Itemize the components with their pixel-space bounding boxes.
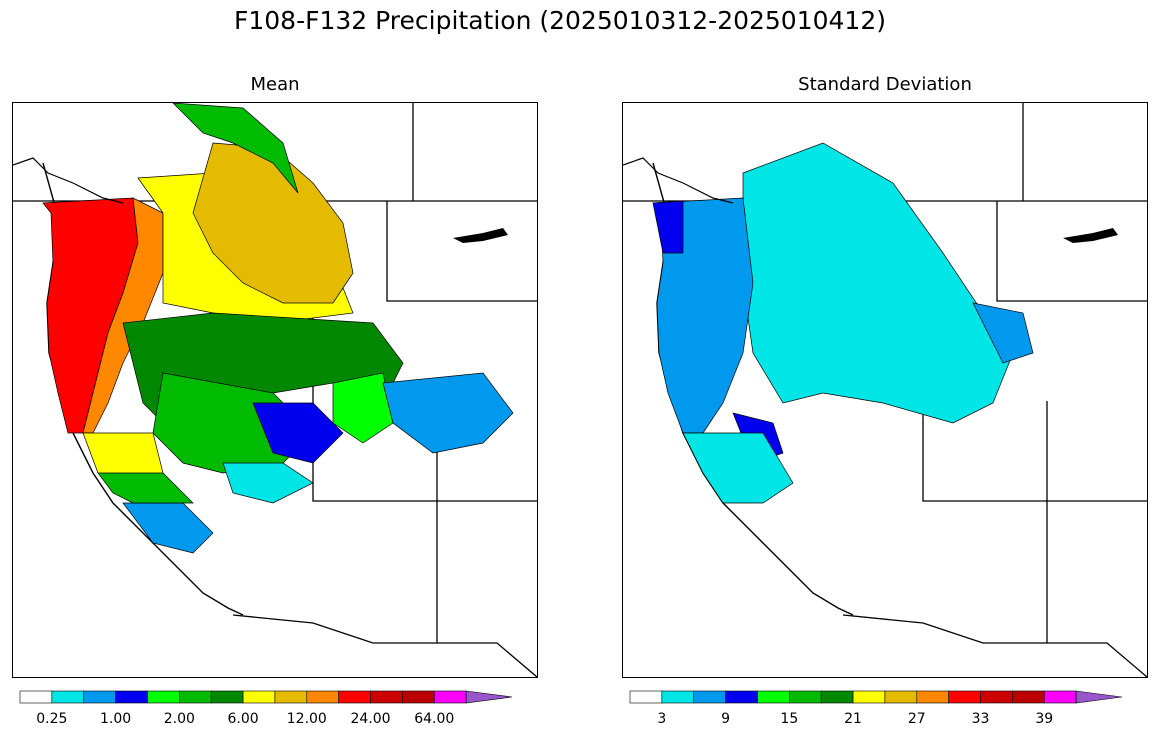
colorbar-tick-label: 12.00 xyxy=(286,711,327,727)
colorbar-swatch xyxy=(725,690,758,704)
mean-map-svg xyxy=(13,103,537,677)
region-blue xyxy=(252,402,344,464)
state-border xyxy=(386,201,537,302)
colorbar-swatch xyxy=(19,690,53,704)
colorbar-swatch xyxy=(242,690,276,704)
colorbar-swatch xyxy=(147,690,180,704)
state-border xyxy=(436,401,537,677)
state-border xyxy=(1046,401,1147,677)
region-lime xyxy=(332,372,394,444)
colorbar-swatch xyxy=(51,690,85,704)
colorbar-tick-label: 0.25 xyxy=(36,711,68,727)
region-cyan xyxy=(742,142,1014,424)
std-colorbar-svg xyxy=(629,690,1123,704)
colorbar-tick-label: 2.00 xyxy=(163,711,195,727)
mean-colorbar-svg xyxy=(19,690,513,704)
colorbar-swatch xyxy=(661,690,695,704)
colorbar-swatch xyxy=(179,690,212,704)
colorbar-swatch xyxy=(274,690,308,704)
great-salt-lake xyxy=(453,228,508,243)
colorbar-swatch xyxy=(338,690,371,704)
colorbar-swatch xyxy=(306,690,339,704)
region-ca-green xyxy=(97,472,194,504)
colorbar-swatch xyxy=(210,690,244,704)
region-cyan xyxy=(222,462,314,504)
mean-colorbar xyxy=(19,690,530,704)
colorbar-tick-label: 39 xyxy=(1035,711,1054,727)
colorbar-swatch xyxy=(83,690,116,704)
colorbar-swatch xyxy=(1012,690,1045,704)
region-cyan-south xyxy=(682,432,794,504)
mexico-border xyxy=(842,614,1047,644)
region-ca-blue xyxy=(122,502,214,554)
std-map-svg xyxy=(623,103,1147,677)
std-map xyxy=(622,102,1148,678)
colorbar-swatch xyxy=(433,690,467,704)
colorbar-extend-arrow xyxy=(465,690,513,704)
colorbar-tick-label: 9 xyxy=(721,711,731,727)
colorbar-tick-label: 27 xyxy=(907,711,926,727)
colorbar-swatch xyxy=(852,690,886,704)
colorbar-swatch xyxy=(402,690,435,704)
region-gold xyxy=(192,142,354,304)
colorbar-tick-label: 6.00 xyxy=(227,711,259,727)
region-lightblue xyxy=(382,372,514,454)
colorbar-swatch xyxy=(916,690,949,704)
colorbar-swatch xyxy=(789,690,822,704)
colorbar-tick-label: 3 xyxy=(657,711,667,727)
colorbar-extend-arrow xyxy=(1075,690,1123,704)
colorbar-swatch xyxy=(820,690,854,704)
colorbar-tick-label: 21 xyxy=(844,711,862,727)
colorbar-swatch xyxy=(948,690,981,704)
colorbar-swatch xyxy=(757,690,790,704)
great-salt-lake xyxy=(1063,228,1118,243)
figure-title: F108-F132 Precipitation (2025010312-2025… xyxy=(233,6,886,35)
region-blue-coast xyxy=(652,200,684,254)
colorbar-tick-label: 64.00 xyxy=(414,711,455,727)
std-panel-title: Standard Deviation xyxy=(798,74,972,95)
colorbar-swatch xyxy=(629,690,663,704)
canada-coast xyxy=(623,157,734,204)
colorbar-swatch xyxy=(884,690,918,704)
colorbar-tick-label: 33 xyxy=(971,711,990,727)
colorbar-tick-label: 1.00 xyxy=(100,711,132,727)
colorbar-swatch xyxy=(1043,690,1077,704)
mean-panel-title: Mean xyxy=(250,74,300,95)
colorbar-swatch xyxy=(370,690,403,704)
canada-coast xyxy=(13,157,124,204)
colorbar-tick-label: 24.00 xyxy=(350,711,391,727)
colorbar-swatch xyxy=(980,690,1013,704)
mexico-border xyxy=(232,614,437,644)
colorbar-swatch xyxy=(693,690,726,704)
region-lightblue-east xyxy=(972,302,1034,364)
colorbar-tick-label: 15 xyxy=(780,711,799,727)
region-green-north xyxy=(172,103,299,194)
mean-map xyxy=(12,102,538,678)
state-border xyxy=(996,201,1147,302)
std-colorbar xyxy=(629,690,1140,704)
colorbar-swatch xyxy=(115,690,148,704)
